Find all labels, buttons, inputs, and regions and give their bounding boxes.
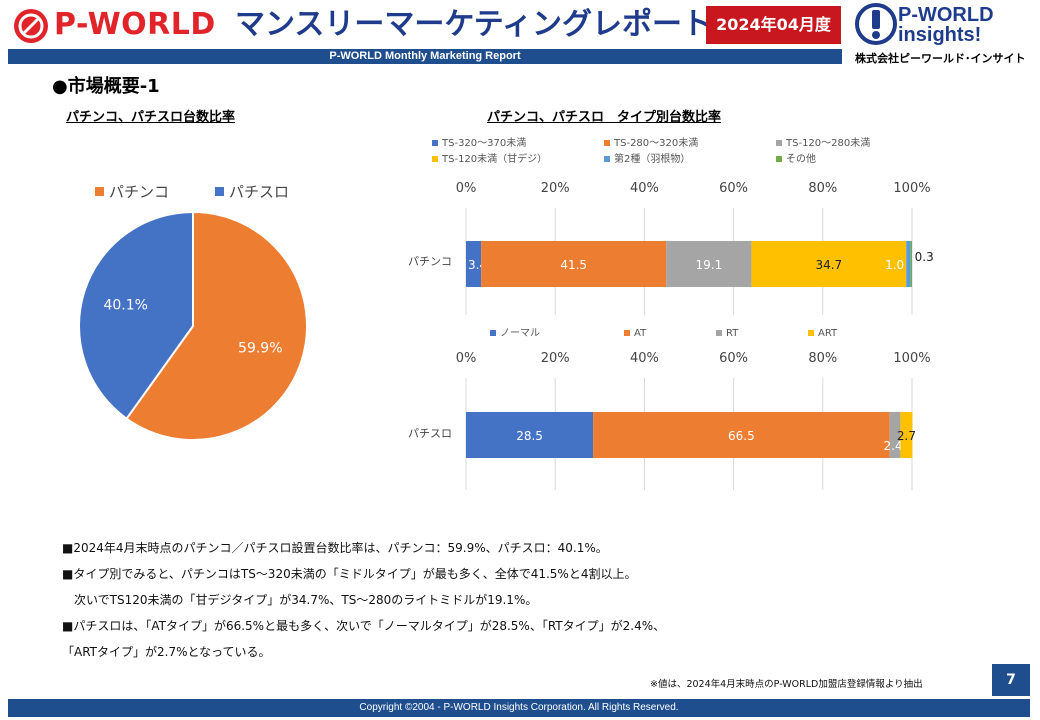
bar-legend-label: ノーマル (500, 328, 540, 339)
bar-legend-label: RT (726, 328, 739, 339)
bar-legend-swatch (624, 330, 630, 336)
axis-tick-label: 40% (630, 181, 659, 196)
bar-legend-swatch (432, 140, 438, 146)
bar-segment (889, 412, 901, 458)
axis-tick-label: 60% (719, 351, 748, 366)
bar-legend-swatch (776, 156, 782, 162)
pie-data-label: 40.1% (103, 297, 147, 313)
bar-segment (466, 412, 594, 458)
bar-data-label: 34.7 (815, 258, 842, 272)
logo-right-line2: insights! (898, 24, 982, 46)
axis-tick-label: 0% (456, 181, 477, 196)
bar-data-label: 28.5 (516, 429, 543, 443)
bar-legend-label: AT (634, 328, 647, 339)
pie-legend-label: パチンコ (109, 183, 169, 201)
pie-slice (78, 210, 194, 421)
bar-legend-label: ART (818, 328, 838, 339)
p-world-insights-logo-icon (855, 3, 897, 45)
pie-legend-swatch (95, 187, 104, 196)
company-name: 株式会社ピーワールド･インサイト (855, 52, 1026, 65)
bar-data-label: 2.7 (897, 429, 916, 443)
bar-legend-swatch (716, 330, 722, 336)
bar-legend-swatch (604, 156, 610, 162)
pie-legend-swatch (215, 187, 224, 196)
bar-segment (900, 412, 913, 458)
note-line-2: ■タイプ別でみると、パチンコはTS～320未満の「ミドルタイプ」が最も多く、全体… (62, 567, 637, 581)
axis-tick-label: 20% (541, 181, 570, 196)
note-line-4: ■パチスロは、「ATタイプ」が66.5%と最も多く、次いで「ノーマルタイプ」が2… (62, 619, 666, 633)
bar-data-label: 41.5 (560, 258, 587, 272)
bar-data-label: 2.4 (884, 439, 903, 453)
bar-segment (466, 241, 482, 287)
footnote: ※値は、2024年4月末時点のP-WORLD加盟店登録情報より抽出 (650, 679, 923, 690)
note-line-5: 「ARTタイプ」が2.7%となっている。 (62, 645, 271, 659)
bar-data-label: 0.3 (915, 250, 934, 264)
pie-legend-label: パチスロ (229, 183, 289, 201)
note-line-1: ■2024年4月末時点のパチンコ／パチスロ設置台数比率は、パチンコ：59.9%、… (62, 541, 608, 555)
bar-segment (593, 412, 890, 458)
p-world-logo-icon (14, 9, 48, 43)
axis-tick-label: 20% (541, 351, 570, 366)
pie-chart-title: パチンコ、パチスロ台数比率 (66, 110, 236, 125)
bar-legend-swatch (604, 140, 610, 146)
page-title: マンスリーマーケティングレポート (235, 7, 712, 42)
bar-chart-title: パチンコ、パチスロ タイプ別台数比率 (487, 110, 722, 125)
logo-right-line1: P-WORLD (898, 4, 994, 26)
bar-legend-label: TS-280～320未満 (613, 137, 698, 149)
axis-tick-label: 40% (630, 351, 659, 366)
bar-segment (906, 241, 911, 287)
bar-segment (910, 241, 912, 287)
bar-data-label: 66.5 (728, 429, 755, 443)
pie-data-label: 59.9% (238, 341, 282, 357)
bar-legend-label: その他 (786, 152, 816, 165)
bar-legend-swatch (432, 156, 438, 162)
bar-segment (751, 241, 907, 287)
bar-segment (481, 241, 667, 287)
subtitle-bar: P-WORLD Monthly Marketing Report (8, 49, 842, 64)
bar-category-label: パチンコ (408, 255, 452, 268)
month-badge: 2024年04月度 (706, 6, 841, 44)
note-line-3: 次いでTS120未満の「甘デジタイプ」が34.7%、TS～280のライトミドルが… (62, 593, 538, 607)
pie-slice (125, 210, 308, 441)
bar-data-label: 19.1 (695, 258, 722, 272)
axis-tick-label: 100% (893, 181, 930, 196)
bar-legend-label: TS-120～280未満 (785, 137, 870, 149)
axis-tick-label: 80% (808, 351, 837, 366)
axis-tick-label: 80% (808, 181, 837, 196)
axis-tick-label: 100% (893, 351, 930, 366)
bar-legend-label: 第2種（羽根物） (614, 152, 690, 165)
bar-category-label: パチスロ (408, 427, 452, 440)
bar-legend-label: TS-320～370未満 (441, 137, 526, 149)
bar-data-label: 1.0 (885, 258, 904, 272)
section-title: ●市場概要-1 (52, 76, 160, 97)
footer-copyright: Copyright ©2004 - P-WORLD Insights Corpo… (8, 699, 1030, 717)
axis-tick-label: 60% (719, 181, 748, 196)
bar-legend-label: TS-120未満（甘デジ） (441, 152, 547, 165)
page-number: 7 (992, 664, 1030, 696)
bar-legend-swatch (808, 330, 814, 336)
axis-tick-label: 0% (456, 351, 477, 366)
bar-legend-swatch (490, 330, 496, 336)
logo-left-text: P-WORLD (54, 7, 216, 42)
bar-segment (666, 241, 752, 287)
bar-legend-swatch (776, 140, 782, 146)
